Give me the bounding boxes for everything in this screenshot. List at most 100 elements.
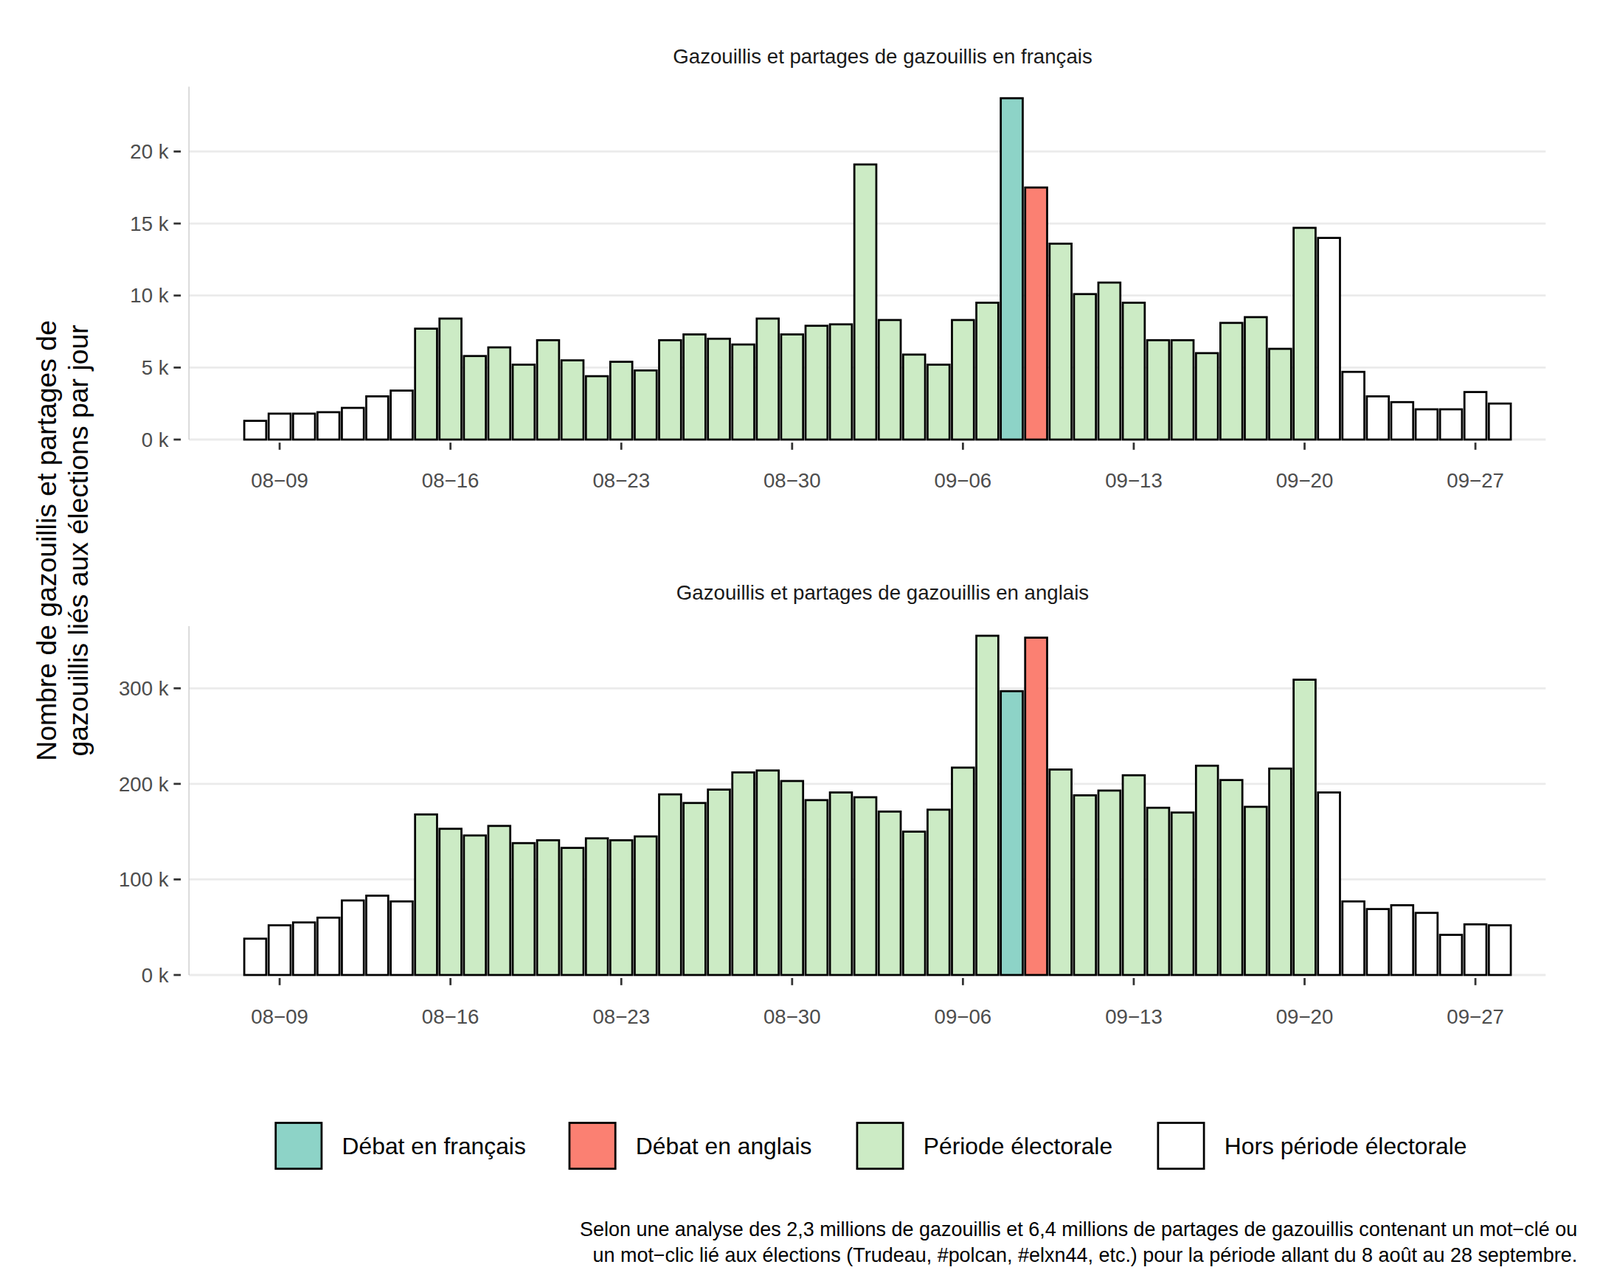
background — [0, 0, 1600, 1284]
x-tick — [449, 978, 452, 986]
bar — [390, 390, 414, 440]
bar — [927, 364, 950, 440]
legend: Débat en françaisDébat en anglaisPériode… — [275, 1123, 1468, 1170]
y-tick — [173, 974, 181, 977]
bar — [732, 772, 755, 976]
bar — [1293, 680, 1316, 976]
bar — [1025, 638, 1048, 976]
y-axis-title-line: Nombre de gazouillis et partages de — [30, 320, 62, 762]
bar — [829, 792, 853, 976]
bar — [1488, 403, 1511, 440]
bar — [537, 840, 560, 976]
y-tick — [173, 438, 181, 442]
bar — [317, 412, 340, 440]
x-tick — [1133, 978, 1136, 986]
bar — [1220, 780, 1243, 976]
bar — [585, 376, 608, 440]
bar — [1415, 913, 1438, 976]
bar — [1342, 371, 1365, 440]
bars — [244, 635, 1511, 976]
bar — [488, 826, 511, 976]
bar — [1122, 775, 1145, 976]
x-tick-label: 08−23 — [592, 1005, 650, 1029]
x-tick-label: 09−27 — [1446, 469, 1505, 493]
bar — [366, 895, 389, 976]
bar — [268, 413, 291, 440]
bar — [512, 364, 535, 440]
y-axis-title: Nombre de gazouillis et partages degazou… — [30, 320, 94, 762]
y-tick — [173, 222, 181, 225]
x-tick — [1303, 978, 1306, 986]
x-tick-label: 09−27 — [1446, 1005, 1505, 1029]
bar — [1415, 409, 1438, 440]
x-tick — [620, 978, 623, 986]
bar — [829, 324, 853, 440]
caption: Selon une analyse des 2,3 millions de ga… — [579, 1218, 1578, 1241]
panel: Gazouillis et partages de gazouillis en … — [118, 581, 1546, 1029]
bar — [292, 922, 315, 976]
bar — [1001, 691, 1024, 976]
bar — [1195, 353, 1218, 440]
x-tick-label: 08−16 — [421, 1005, 480, 1029]
bar — [732, 344, 755, 440]
bar — [1147, 340, 1170, 440]
bar — [341, 900, 364, 976]
bar — [1342, 901, 1365, 976]
x-tick — [278, 978, 282, 986]
bar — [1318, 238, 1341, 440]
bar — [439, 829, 462, 976]
bar — [1244, 807, 1267, 976]
x-tick — [790, 442, 793, 450]
bar — [1049, 769, 1072, 976]
bar — [1220, 323, 1243, 440]
bar — [1464, 924, 1487, 976]
x-tick — [961, 442, 965, 450]
bar — [1171, 812, 1194, 976]
bar — [1366, 909, 1390, 976]
bar — [415, 814, 438, 976]
legend-label: Débat en anglais — [635, 1133, 813, 1160]
bar — [1366, 396, 1390, 440]
bar — [756, 318, 779, 440]
y-tick — [173, 782, 181, 785]
legend-swatch — [569, 1123, 616, 1170]
bar — [292, 413, 315, 440]
y-tick-label: 10 k — [129, 284, 169, 307]
y-tick-label: 200 k — [118, 773, 169, 796]
y-tick — [173, 878, 181, 881]
x-tick — [620, 442, 623, 450]
bar — [585, 838, 608, 976]
bar — [927, 809, 950, 976]
x-tick — [1303, 442, 1306, 450]
x-tick-label: 09−13 — [1105, 1005, 1163, 1029]
bar — [756, 770, 779, 976]
bar — [854, 797, 877, 976]
bar — [708, 338, 731, 440]
x-tick-label: 09−20 — [1276, 1005, 1334, 1029]
y-tick-label: 100 k — [118, 868, 169, 892]
bar — [488, 347, 511, 440]
bar — [1318, 792, 1341, 976]
bar — [561, 360, 584, 440]
x-tick — [1133, 442, 1136, 450]
bar — [659, 794, 682, 976]
bar — [1098, 282, 1121, 440]
y-axis-line — [188, 87, 189, 440]
bar — [1391, 402, 1414, 440]
bar — [1293, 227, 1316, 440]
bar — [951, 767, 974, 976]
bar — [244, 939, 267, 976]
bar — [951, 320, 974, 440]
bar — [805, 800, 828, 976]
bar — [1049, 243, 1072, 440]
bar — [805, 326, 828, 440]
panel-title: Gazouillis et partages de gazouillis en … — [672, 44, 1092, 68]
bar — [683, 803, 706, 976]
bar — [268, 925, 291, 976]
panel: Gazouillis et partages de gazouillis en … — [129, 44, 1546, 493]
x-tick — [790, 978, 793, 986]
bar — [341, 407, 364, 440]
bar — [1074, 294, 1097, 440]
bar — [512, 843, 535, 976]
bar — [781, 781, 804, 976]
